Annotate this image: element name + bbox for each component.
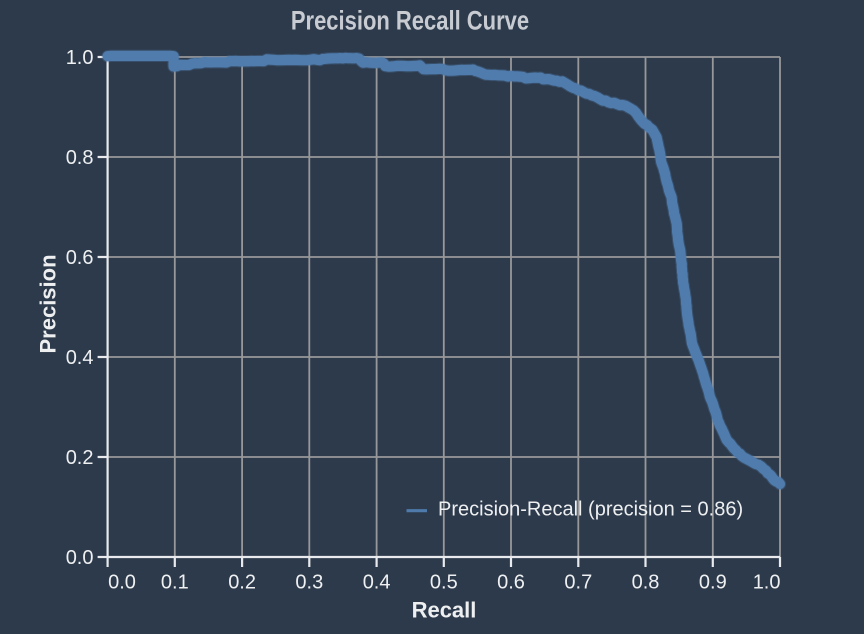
svg-text:Precision: Precision bbox=[36, 254, 61, 353]
svg-text:0.4: 0.4 bbox=[66, 347, 94, 369]
svg-text:0.7: 0.7 bbox=[564, 572, 592, 594]
svg-text:0.2: 0.2 bbox=[66, 447, 94, 469]
svg-text:0.6: 0.6 bbox=[497, 572, 525, 594]
svg-text:0.6: 0.6 bbox=[66, 247, 94, 269]
svg-text:0.9: 0.9 bbox=[699, 572, 727, 594]
svg-text:0.8: 0.8 bbox=[632, 572, 660, 594]
svg-text:1.0: 1.0 bbox=[753, 572, 781, 594]
svg-text:0.0: 0.0 bbox=[108, 572, 136, 594]
svg-text:Precision-Recall (precision =: Precision-Recall (precision = 0.86) bbox=[438, 498, 743, 520]
svg-text:Recall: Recall bbox=[412, 597, 477, 622]
svg-text:0.2: 0.2 bbox=[228, 572, 256, 594]
svg-text:0.3: 0.3 bbox=[295, 572, 323, 594]
svg-text:0.0: 0.0 bbox=[66, 547, 94, 569]
svg-text:1.0: 1.0 bbox=[66, 47, 94, 69]
svg-text:0.5: 0.5 bbox=[430, 572, 458, 594]
svg-text:0.1: 0.1 bbox=[161, 572, 189, 594]
svg-text:Precision Recall Curve: Precision Recall Curve bbox=[291, 7, 529, 36]
svg-text:0.4: 0.4 bbox=[363, 572, 391, 594]
svg-text:0.8: 0.8 bbox=[66, 147, 94, 169]
